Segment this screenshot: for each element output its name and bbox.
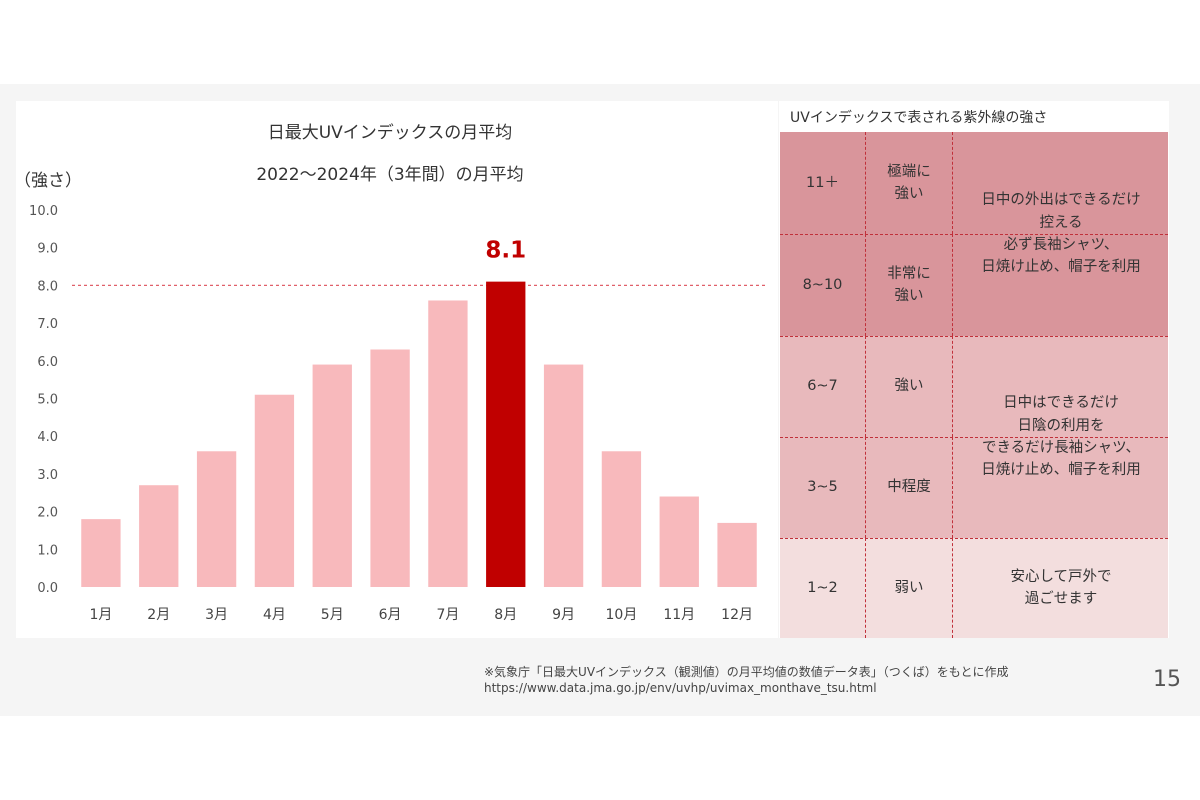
uv-range-cell: 11＋ — [780, 132, 866, 234]
bar-5月 — [312, 364, 352, 587]
bar-7月 — [428, 300, 468, 587]
x-tick-label: 10月 — [606, 607, 638, 623]
uv-row-very-high: 8~10 非常に 強い — [780, 234, 1168, 336]
x-tick-label: 3月 — [205, 607, 228, 623]
y-tick-label: 2.0 — [37, 506, 58, 521]
uv-table: 11＋ 極端に 強い 8~10 非常に 強い 6~7 強い 3~5 中程度 1~… — [780, 132, 1168, 638]
bar-2月 — [139, 485, 179, 587]
table-divider — [780, 538, 1168, 539]
y-axis-label: （強さ） — [14, 171, 82, 191]
x-tick-label: 9月 — [552, 607, 575, 623]
bar-12月 — [717, 522, 757, 587]
uv-level-cell: 非常に 強い — [866, 234, 953, 336]
source-note: ※気象庁「日最大UVインデックス（観測値）の月平均値の数値データ表」（つくば）を… — [484, 664, 1008, 696]
y-tick-label: 10.0 — [29, 204, 58, 219]
highlight-data-label: 8.1 — [485, 238, 526, 264]
x-tick-label: 6月 — [379, 607, 402, 623]
uv-level-cell: 弱い — [866, 538, 953, 638]
uv-range-cell: 6~7 — [780, 336, 866, 437]
bar-4月 — [254, 394, 295, 587]
page-number: 15 — [1153, 667, 1181, 692]
y-tick-label: 7.0 — [37, 317, 58, 332]
y-tick-label: 4.0 — [37, 430, 58, 445]
uv-advice-moderate: 日中はできるだけ 日陰の利用を できるだけ長袖シャツ、 日焼け止め、帽子を利用 — [981, 395, 1141, 479]
source-url[interactable]: https://www.data.jma.go.jp/env/uvhp/uvim… — [484, 681, 877, 696]
uv-table-title: UVインデックスで表される紫外線の強さ — [790, 110, 1048, 126]
uv-level-cell: 強い — [866, 336, 953, 437]
y-tick-label: 8.0 — [37, 279, 58, 294]
bar-1月 — [81, 519, 121, 587]
y-tick-label: 9.0 — [37, 242, 58, 257]
uv-advice-low: 安心して戸外で 過ごせます — [1010, 568, 1112, 607]
y-tick-label: 1.0 — [37, 543, 58, 558]
bar-6月 — [370, 349, 410, 587]
source-text: ※気象庁「日最大UVインデックス（観測値）の月平均値の数値データ表」（つくば）を… — [484, 665, 1009, 679]
y-tick-label: 3.0 — [37, 468, 58, 483]
y-tick-label: 0.0 — [37, 581, 58, 596]
x-tick-label: 1月 — [89, 607, 112, 623]
x-tick-label: 12月 — [721, 607, 753, 623]
bar-8月 — [486, 281, 526, 587]
chart-title: 日最大UVインデックスの月平均 — [267, 123, 513, 143]
uv-range-cell: 8~10 — [780, 234, 866, 336]
x-tick-label: 2月 — [147, 607, 170, 623]
bar-10月 — [601, 451, 642, 587]
bar-chart: 0.0 1.0 2.0 3.0 4.0 5.0 6.0 7.0 8.0 9.0 10.0 1月 2月 3月… — [29, 204, 766, 623]
uv-row-low: 1~2 弱い — [780, 538, 1168, 638]
x-tick-label: 7月 — [436, 607, 459, 623]
y-tick-label: 5.0 — [37, 393, 58, 408]
bar-11月 — [659, 496, 699, 587]
x-tick-label: 4月 — [263, 607, 286, 623]
uv-range-cell: 3~5 — [780, 437, 866, 538]
uv-advice-high: 日中の外出はできるだけ 控える 必ず長袖シャツ、 日焼け止め、帽子を利用 — [981, 192, 1141, 276]
uv-level-cell: 中程度 — [866, 437, 953, 538]
table-divider — [780, 234, 1168, 235]
table-divider — [780, 336, 1168, 337]
chart-subtitle: 2022～2024年（3年間）の月平均 — [256, 165, 524, 185]
x-tick-label: 8月 — [494, 607, 517, 623]
uv-level-cell: 極端に 強い — [866, 132, 953, 234]
bar-3月 — [196, 451, 237, 587]
y-tick-label: 6.0 — [37, 355, 58, 370]
table-divider — [780, 437, 1168, 438]
x-tick-label: 11月 — [663, 607, 695, 623]
uv-row-high: 6~7 強い — [780, 336, 1168, 437]
uv-range-cell: 1~2 — [780, 538, 866, 638]
uv-row-extreme: 11＋ 極端に 強い — [780, 132, 1168, 234]
x-tick-label: 5月 — [321, 607, 344, 623]
uv-row-moderate: 3~5 中程度 — [780, 437, 1168, 538]
bar-9月 — [543, 364, 584, 587]
